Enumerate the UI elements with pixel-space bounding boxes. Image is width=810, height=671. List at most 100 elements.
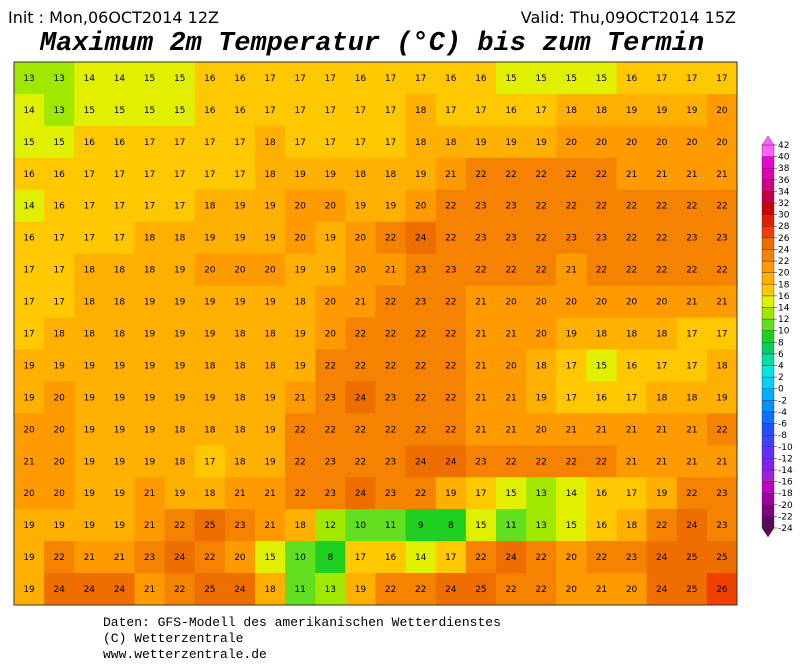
temperature-label: 22: [626, 266, 637, 276]
temperature-cell: [706, 221, 738, 255]
temperature-cell: [586, 445, 617, 478]
temperature-label: 22: [716, 425, 727, 435]
temperature-cell: [616, 285, 648, 319]
temperature-label: 13: [53, 106, 64, 116]
temperature-label: 21: [445, 170, 456, 180]
temperature-label: 17: [294, 106, 305, 116]
temperature-label: 17: [234, 170, 245, 180]
temperature-label: 15: [114, 106, 125, 116]
temperature-cell: [285, 125, 316, 159]
colorbar-tick-label: -2: [778, 396, 787, 406]
temperature-label: 21: [264, 489, 275, 499]
temperature-cell: [104, 509, 135, 542]
temperature-cell: [435, 509, 467, 542]
temperature-cell: [224, 509, 256, 542]
temperature-label: 17: [84, 234, 95, 244]
temperature-cell: [556, 93, 587, 127]
temperature-label: 19: [505, 138, 517, 148]
temperature-label: 17: [234, 138, 245, 148]
temperature-cell: [526, 509, 557, 542]
colorbar-tick-label: 42: [778, 141, 789, 151]
colorbar-tick-label: 18: [778, 280, 790, 290]
temperature-label: 21: [686, 425, 697, 435]
temperature-label: 19: [174, 361, 186, 371]
temperature-cell: [44, 189, 75, 223]
temperature-label: 22: [294, 457, 305, 467]
temperature-cell: [405, 221, 437, 255]
temperature-label: 21: [475, 361, 486, 371]
temperature-label: 20: [415, 202, 427, 212]
colorbar-segment: [761, 330, 775, 343]
temperature-cell: [646, 573, 678, 606]
temperature-cell: [224, 221, 256, 255]
colorbar-tick-label: -24: [778, 524, 793, 534]
temperature-label: 18: [264, 361, 276, 371]
temperature-label: 22: [325, 361, 336, 371]
temperature-label: 17: [385, 74, 396, 84]
temperature-label: 18: [716, 361, 728, 371]
temperature-cell: [74, 381, 105, 414]
colorbar-segment: [761, 272, 775, 285]
temperature-label: 22: [596, 553, 607, 563]
temperature-cell: [345, 509, 376, 542]
temperature-label: 20: [505, 361, 517, 371]
temperature-cell: [526, 285, 557, 319]
temperature-cell: [375, 125, 407, 159]
temperature-label: 18: [234, 425, 246, 435]
temperature-cell: [255, 253, 286, 287]
temperature-cell: [285, 62, 316, 95]
temperature-cell: [164, 349, 196, 382]
temperature-label: 22: [596, 457, 607, 467]
temperature-cell: [134, 62, 166, 95]
temperature-cell: [255, 93, 286, 127]
temperature-label: 20: [23, 425, 35, 435]
temperature-cell: [586, 253, 617, 287]
temperature-cell: [586, 285, 617, 319]
temperature-cell: [465, 445, 497, 478]
temperature-label: 18: [234, 457, 246, 467]
temperature-label: 21: [475, 298, 486, 308]
temperature-label: 19: [716, 393, 728, 403]
temperature-label: 19: [204, 234, 216, 244]
temperature-cell: [556, 157, 587, 191]
temperature-cell: [255, 509, 286, 542]
temperature-label: 22: [174, 585, 185, 595]
temperature-label: 17: [294, 138, 305, 148]
temperature-label: 17: [355, 553, 366, 563]
temperature-label: 22: [535, 457, 546, 467]
temperature-cell: [435, 125, 467, 159]
temperature-label: 13: [53, 74, 64, 84]
temperature-cell: [14, 349, 45, 382]
temperature-label: 19: [114, 489, 126, 499]
temperature-cell: [616, 445, 648, 478]
colorbar-tick-label: 8: [778, 338, 784, 348]
colorbar-segment: [761, 423, 775, 436]
temperature-label: 17: [535, 106, 546, 116]
map-title: Maximum 2m Temperatur (°C) bis zum Termi…: [39, 29, 704, 59]
temperature-label: 17: [626, 489, 637, 499]
temperature-label: 15: [84, 106, 95, 116]
temperature-cell: [405, 189, 437, 223]
temperature-cell: [74, 189, 105, 223]
temperature-label: 21: [566, 425, 577, 435]
temperature-label: 17: [325, 106, 336, 116]
temperature-cell: [556, 477, 587, 510]
temperature-cell: [14, 381, 45, 414]
temperature-cell: [586, 93, 617, 127]
temperature-label: 19: [23, 393, 35, 403]
colorbar-segment: [761, 237, 775, 250]
temperature-label: 23: [716, 234, 727, 244]
temperature-cell: [44, 541, 75, 574]
temperature-cell: [435, 381, 467, 414]
temperature-cell: [104, 477, 135, 510]
colorbar-tick-label: -22: [778, 512, 793, 522]
temperature-label: 24: [445, 457, 457, 467]
temperature-cell: [14, 189, 45, 223]
temperature-label: 22: [294, 489, 305, 499]
temperature-cell: [435, 157, 467, 191]
temperature-label: 20: [626, 585, 638, 595]
temperature-cell: [194, 221, 226, 255]
temperature-label: 19: [174, 266, 186, 276]
temperature-cell: [586, 157, 617, 191]
temperature-cell: [315, 573, 346, 606]
